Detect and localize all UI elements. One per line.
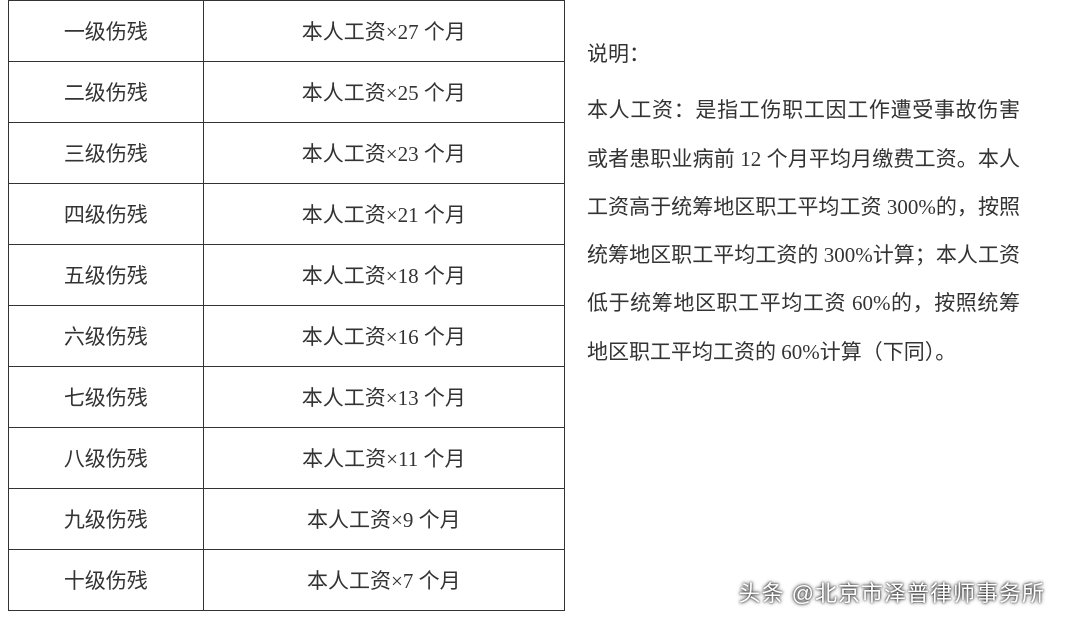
formula-cell: 本人工资×21 个月: [203, 184, 564, 245]
page-container: 一级伤残 本人工资×27 个月 二级伤残 本人工资×25 个月 三级伤残 本人工…: [0, 0, 1080, 620]
table-row: 五级伤残 本人工资×18 个月: [9, 245, 565, 306]
disability-level-cell: 七级伤残: [9, 367, 204, 428]
disability-level-cell: 二级伤残: [9, 62, 204, 123]
table-row: 六级伤残 本人工资×16 个月: [9, 306, 565, 367]
disability-level-cell: 五级伤残: [9, 245, 204, 306]
table-row: 一级伤残 本人工资×27 个月: [9, 1, 565, 62]
table-row: 七级伤残 本人工资×13 个月: [9, 367, 565, 428]
compensation-table: 一级伤残 本人工资×27 个月 二级伤残 本人工资×25 个月 三级伤残 本人工…: [8, 0, 565, 611]
formula-cell: 本人工资×13 个月: [203, 367, 564, 428]
formula-cell: 本人工资×16 个月: [203, 306, 564, 367]
description-title: 说明：: [587, 30, 1020, 78]
disability-level-cell: 三级伤残: [9, 123, 204, 184]
formula-cell: 本人工资×11 个月: [203, 428, 564, 489]
formula-cell: 本人工资×18 个月: [203, 245, 564, 306]
description-section: 说明： 本人工资：是指工伤职工因工作遭受事故伤害或者患职业病前 12 个月平均月…: [565, 0, 1080, 620]
table-row: 九级伤残 本人工资×9 个月: [9, 489, 565, 550]
disability-level-cell: 八级伤残: [9, 428, 204, 489]
table-row: 八级伤残 本人工资×11 个月: [9, 428, 565, 489]
table-row: 二级伤残 本人工资×25 个月: [9, 62, 565, 123]
disability-level-cell: 一级伤残: [9, 1, 204, 62]
formula-cell: 本人工资×25 个月: [203, 62, 564, 123]
formula-cell: 本人工资×27 个月: [203, 1, 564, 62]
disability-level-cell: 四级伤残: [9, 184, 204, 245]
formula-cell: 本人工资×7 个月: [203, 550, 564, 611]
table-row: 三级伤残 本人工资×23 个月: [9, 123, 565, 184]
disability-level-cell: 六级伤残: [9, 306, 204, 367]
formula-cell: 本人工资×9 个月: [203, 489, 564, 550]
watermark-text: 头条 @北京市泽普律师事务所: [739, 576, 1045, 608]
table-section: 一级伤残 本人工资×27 个月 二级伤残 本人工资×25 个月 三级伤残 本人工…: [0, 0, 565, 620]
table-row: 十级伤残 本人工资×7 个月: [9, 550, 565, 611]
table-body: 一级伤残 本人工资×27 个月 二级伤残 本人工资×25 个月 三级伤残 本人工…: [9, 1, 565, 611]
disability-level-cell: 十级伤残: [9, 550, 204, 611]
disability-level-cell: 九级伤残: [9, 489, 204, 550]
description-body: 本人工资：是指工伤职工因工作遭受事故伤害或者患职业病前 12 个月平均月缴费工资…: [587, 86, 1020, 376]
table-row: 四级伤残 本人工资×21 个月: [9, 184, 565, 245]
formula-cell: 本人工资×23 个月: [203, 123, 564, 184]
